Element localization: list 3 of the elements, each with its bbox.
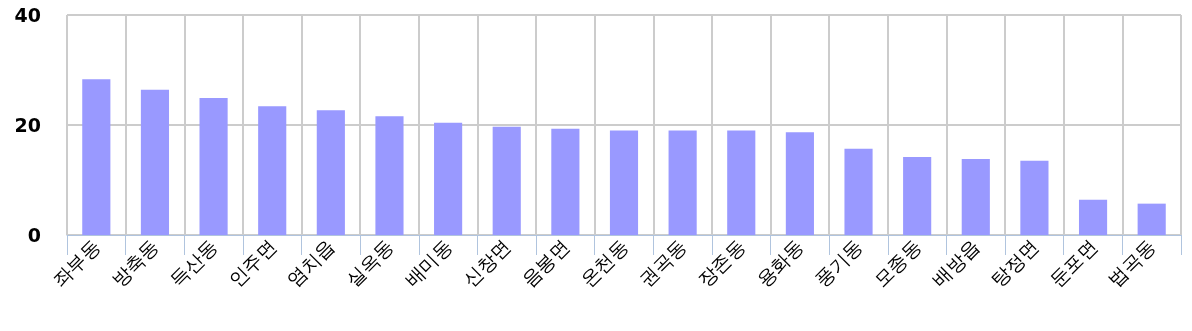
y-tick-label: 20 bbox=[14, 114, 41, 136]
y-tick-label: 40 bbox=[14, 4, 41, 26]
y-tick-label: 0 bbox=[27, 224, 41, 246]
